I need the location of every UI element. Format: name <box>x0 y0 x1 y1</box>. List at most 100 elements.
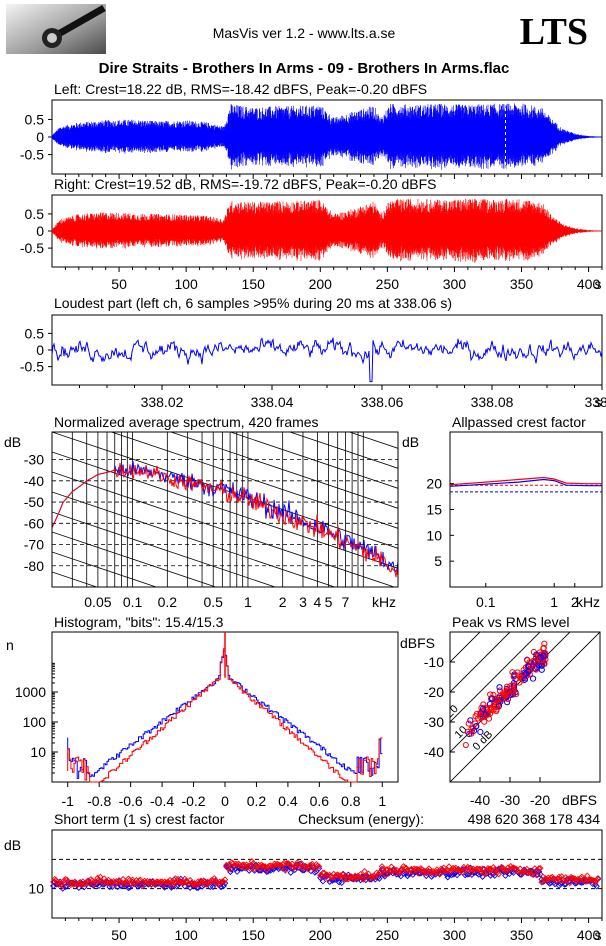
histogram-xtick-label: 0.8 <box>341 793 361 809</box>
peak-rms-point <box>529 675 537 682</box>
short-term-ylabel: dB <box>4 837 21 853</box>
short-term-left-point <box>207 883 214 891</box>
spectrum-ytick-label: -40 <box>24 473 44 489</box>
spectrum-slope-line <box>52 551 158 587</box>
short-term-xtick-label: 300 <box>443 927 467 943</box>
short-term-right-point <box>488 870 496 878</box>
short-term-right-point <box>557 877 564 885</box>
short-term-right-point <box>543 876 551 884</box>
peak-rms-point <box>477 728 484 736</box>
short-term-right-point <box>368 873 375 881</box>
short-term-right-point <box>495 870 502 878</box>
short-term-xtick-label: 400 <box>577 927 601 943</box>
crest-left-series <box>449 478 602 487</box>
short-term-right-point <box>436 871 443 878</box>
short-term-right-point <box>380 866 387 873</box>
histogram-xtick-label: -0.2 <box>181 793 205 809</box>
short-term-right-point <box>67 881 75 889</box>
loudest-ytick-label: 0.5 <box>25 325 45 341</box>
file-title: Dire Straits - Brothers In Arms - 09 - B… <box>99 60 510 77</box>
spectrum-ytick-label: -30 <box>24 452 44 468</box>
short-term-xtick-label: 50 <box>111 927 127 943</box>
short-term-right-point <box>138 882 146 890</box>
peak-rms-point <box>524 657 531 664</box>
crest-ytick-label: 5 <box>434 553 442 569</box>
peak-rms-point <box>464 728 471 735</box>
left-waveform-ytick-label: 0.5 <box>25 111 45 127</box>
short-term-right-point <box>353 874 360 882</box>
spectrum-frame <box>51 431 399 588</box>
peak-rms-point <box>510 688 517 695</box>
short-term-right-point <box>419 866 426 873</box>
spectrum-slope-line <box>52 312 398 428</box>
short-term-right-point <box>290 865 297 872</box>
right-waveform-ytick-label: 0.5 <box>25 206 45 222</box>
short-term-right-point <box>533 871 540 879</box>
histogram-xtick-label: 0.6 <box>310 793 330 809</box>
peak-rms-point <box>503 683 511 690</box>
short-term-right-point <box>487 865 494 873</box>
peak-rms-point <box>499 696 506 703</box>
short-term-left-point <box>464 871 472 878</box>
histogram-xtick-label: -0.4 <box>150 793 174 809</box>
allpassed-crest-title: Allpassed crest factor <box>452 414 586 430</box>
spectrum-slope-line <box>169 432 398 509</box>
short-term-right-point <box>443 867 450 874</box>
short-term-left-point <box>50 882 57 890</box>
short-term-right-point <box>535 865 543 872</box>
right-channel-title: Right: Crest=19.52 dB, RMS=-19.72 dBFS, … <box>54 176 436 192</box>
spectrum-slope-line <box>52 232 398 348</box>
short-term-right-point <box>465 864 473 872</box>
short-term-right-point <box>397 866 405 873</box>
spectrum-xtick-label: 0.1 <box>123 594 143 610</box>
spectrum-xtick-label: 0.5 <box>203 594 223 610</box>
short-term-right-point <box>342 872 350 879</box>
histogram-ytick-label: 1000 <box>15 684 46 700</box>
audio-plug-icon <box>6 4 106 54</box>
peak-rms-point <box>478 714 485 721</box>
peak-rms-point <box>534 656 541 663</box>
histogram-xtick-label: 0.2 <box>247 793 267 809</box>
left-waveform-ytick-label: 0 <box>36 129 44 145</box>
peak-rms-frame <box>449 631 601 783</box>
peak-rms-point <box>496 687 504 694</box>
short-term-right-point <box>382 866 390 873</box>
histogram-right-series <box>67 648 383 783</box>
short-term-ytick-label: 10 <box>28 881 44 897</box>
short-term-right-point <box>437 865 445 873</box>
spectrum-slope-line <box>52 672 398 788</box>
histogram-xtick-label: -0.8 <box>87 793 111 809</box>
spectrum-xtick-label: 2 <box>279 594 287 610</box>
spectrum-xtick-label: 0.2 <box>158 594 178 610</box>
short-term-right-point <box>192 881 199 889</box>
peak-rms-point <box>475 715 482 722</box>
crest-diagonal <box>450 632 511 693</box>
peak-rms-point <box>468 730 475 737</box>
spectrum-slope-line <box>52 192 398 308</box>
short-term-left-point <box>593 883 600 890</box>
short-term-right-point <box>309 860 316 868</box>
short-term-xtick-label: 100 <box>174 927 198 943</box>
spectrum-plot: -30 -40 -50 -60 -70 -80 0.05 0.1 0.2 0.5 1 2 3 4 5 7 kHz <box>24 192 399 788</box>
peak-rms-point <box>465 720 472 727</box>
short-term-right-point <box>398 868 406 876</box>
peak-rms-point <box>490 691 497 698</box>
spectrum-xtick-label: 3 <box>299 594 307 610</box>
short-term-frame <box>51 829 603 919</box>
peak-rms-point <box>525 668 532 675</box>
histogram-xtick-label: 0 <box>221 793 229 809</box>
short-term-right-point <box>59 882 66 890</box>
crest-right-series <box>449 476 602 486</box>
peak-rms-point <box>527 662 534 670</box>
short-term-right-point <box>197 877 205 884</box>
short-term-right-point <box>577 874 584 882</box>
short-term-right-point <box>396 868 403 876</box>
peak-rms-point <box>504 695 512 703</box>
loudest-ytick-label: 0 <box>36 342 44 358</box>
short-term-left-point <box>186 884 194 891</box>
crest-diagonal <box>450 632 481 663</box>
spectrum-ytick-label: -60 <box>24 515 44 531</box>
